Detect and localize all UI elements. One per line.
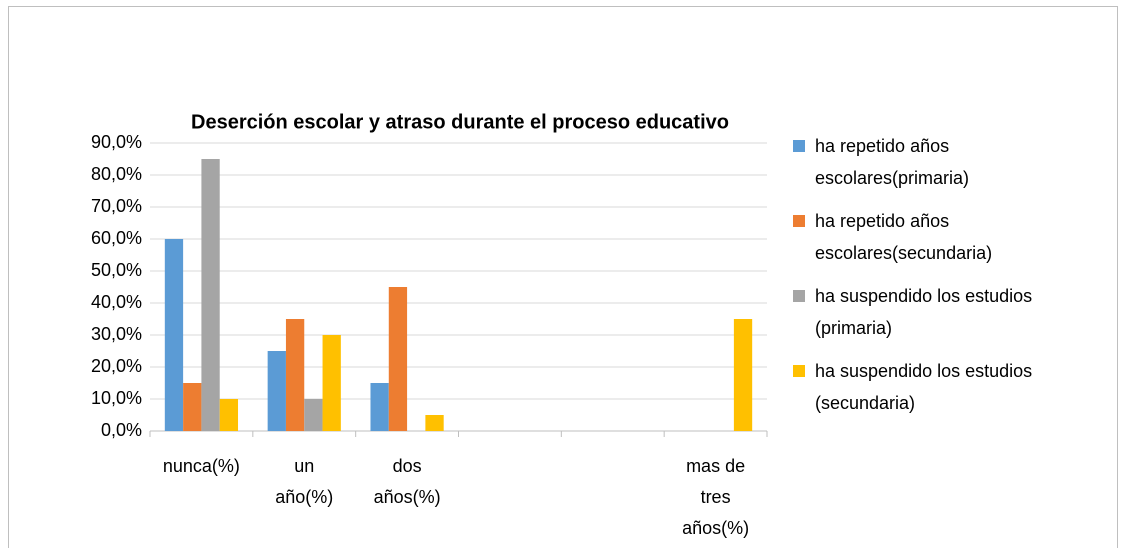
x-tick-label: mas de tres años(%) [682, 456, 750, 538]
bar [425, 415, 444, 431]
legend-item: ha repetido años escolares(secundaria) [793, 205, 1065, 269]
bar [164, 239, 184, 431]
y-tick-label: 60,0% [91, 228, 142, 248]
bar [304, 399, 323, 431]
bar [201, 159, 220, 431]
y-tick-label: 80,0% [91, 164, 142, 184]
legend-item: ha suspendido los estudios (secundaria) [793, 355, 1065, 419]
legend-item: ha suspendido los estudios (primaria) [793, 280, 1065, 344]
legend-swatch [793, 290, 805, 302]
x-tick-label: un año(%) [275, 456, 334, 507]
y-tick-label: 30,0% [91, 324, 142, 344]
legend-swatch [793, 365, 805, 377]
bar [285, 319, 305, 431]
y-tick-label: 40,0% [91, 292, 142, 312]
y-tick-label: 20,0% [91, 356, 142, 376]
y-tick-label: 90,0% [91, 132, 142, 152]
bar [322, 335, 341, 431]
bar [388, 287, 408, 431]
bar [267, 351, 286, 431]
y-tick-label: 50,0% [91, 260, 142, 280]
chart-title: Deserción escolar y atraso durante el pr… [191, 111, 729, 133]
frame [8, 6, 1118, 548]
legend-swatch [793, 215, 805, 227]
bar [183, 383, 202, 431]
bar [733, 319, 753, 431]
bar [219, 399, 239, 431]
bar [370, 383, 389, 431]
y-tick-label: 0,0% [101, 420, 142, 440]
x-tick-label: dos años(%) [373, 456, 441, 507]
legend: ha repetido años escolares(primaria) ha r… [793, 130, 1093, 419]
y-tick-label: 70,0% [91, 196, 142, 216]
legend-swatch [793, 140, 805, 152]
x-tick-label: nunca(%) [162, 456, 240, 476]
legend-item: ha repetido años escolares(primaria) [793, 130, 1065, 194]
y-tick-label: 10,0% [91, 388, 142, 408]
